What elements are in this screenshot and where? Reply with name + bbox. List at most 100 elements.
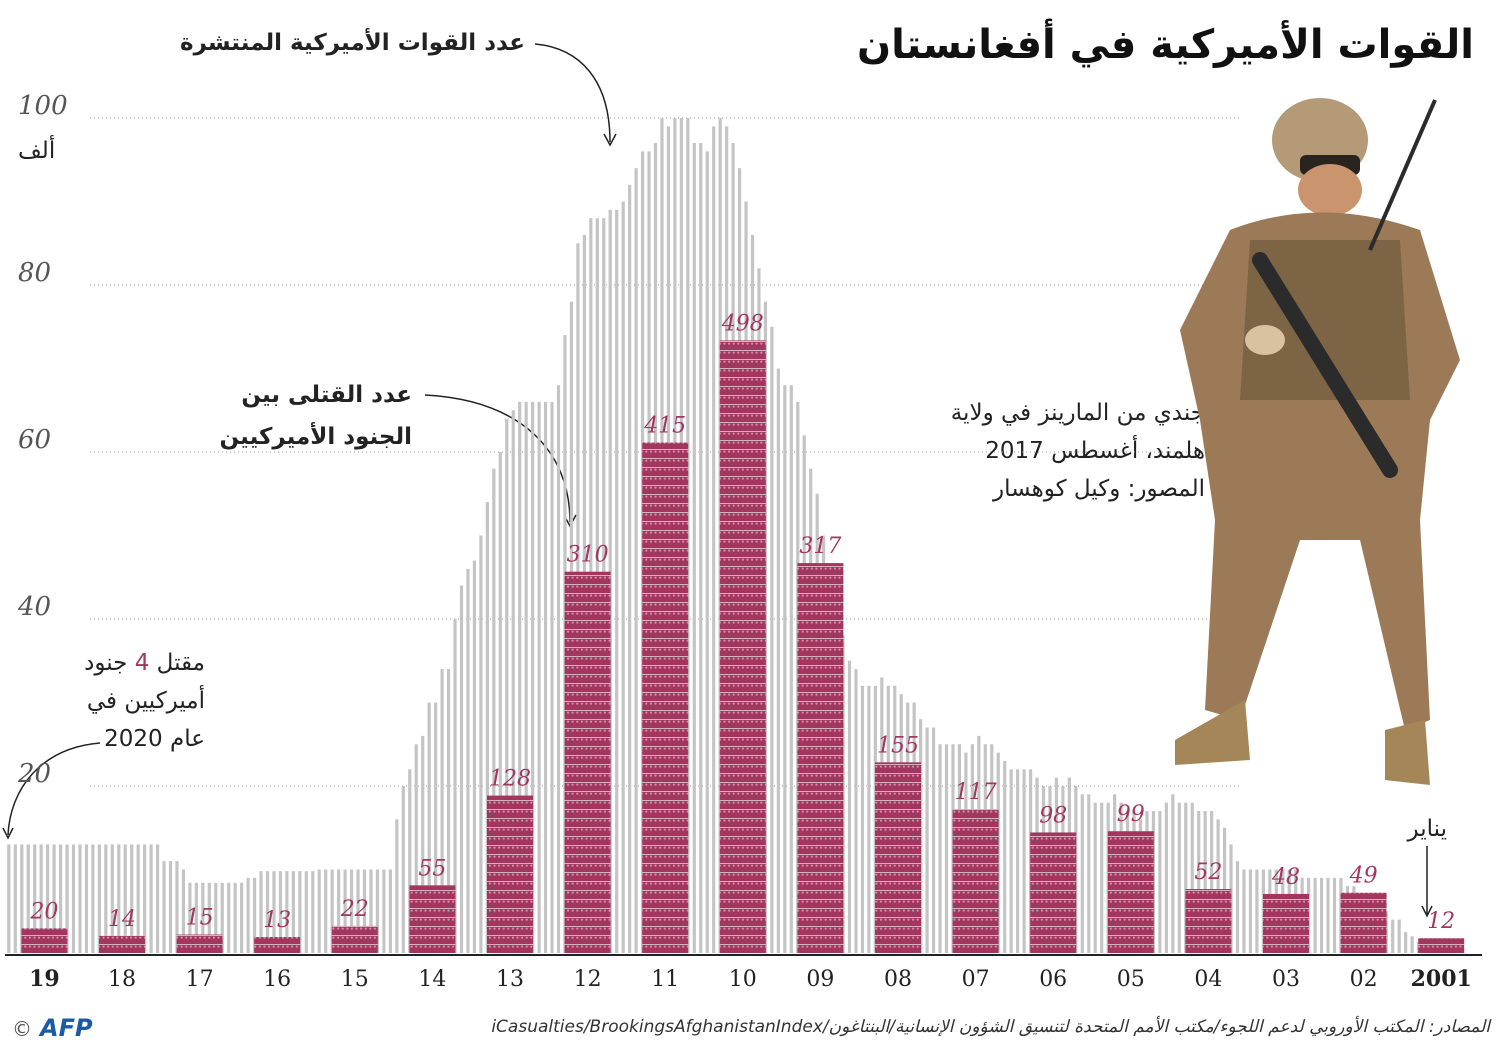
troop-bar [123,844,127,953]
deaths-block [952,809,999,953]
troop-bar [330,869,334,953]
troop-bar [1319,877,1324,953]
troop-bar [1203,811,1207,953]
deaths-block [254,937,301,953]
troop-bar [246,877,250,953]
troop-bar [188,882,192,953]
troop-bar [194,882,198,953]
troop-bar [227,882,231,953]
deaths-block [1263,893,1309,953]
troop-bar [446,669,451,953]
arrow [534,43,611,143]
deaths-block [99,935,145,953]
annotation-2020: أميركيين في [87,685,205,714]
troop-bar [776,368,780,953]
troop-bar [285,871,289,953]
troop-bar [1171,794,1175,953]
troop-bar [712,126,716,954]
troop-bar [1164,802,1168,953]
troop-bar [944,744,949,953]
troop-bar [414,744,418,953]
troop-bar [375,869,380,953]
x-tick-label: 13 [496,967,524,992]
troop-bar [621,201,625,953]
photo-caption: هلمند، أغسطس 2017 [985,435,1205,464]
troop-bar [847,660,852,953]
x-tick-label: 03 [1272,967,1300,992]
troop-bar [427,702,431,953]
troop-bar [304,871,308,953]
x-tick-label: 17 [186,967,214,992]
data-label: 415 [643,414,686,439]
troop-bar [1100,802,1104,953]
soldier-photo [1175,98,1460,785]
troops-label: عدد القوات الأميركية المنتشرة [180,27,525,56]
troop-bar [524,401,528,953]
arrow [1421,846,1433,918]
troop-bar [1022,769,1026,953]
troop-bar [168,861,173,953]
x-tick-label: 2001 [1411,966,1472,992]
arrow-head [603,133,617,147]
troop-bar [1080,794,1084,953]
troop-bar [459,585,464,953]
troop-bar [421,735,425,953]
data-label: 98 [1039,803,1067,828]
troop-bar [1093,802,1097,953]
troop-bar [1235,861,1240,953]
troop-bar [705,151,709,953]
troop-bar [699,143,703,954]
troop-bar [259,871,263,953]
x-tick-label: 15 [341,967,369,992]
troop-bar [388,869,392,953]
data-label: 155 [877,733,919,758]
troop-bar [84,844,89,953]
y-tick-label: 100 [18,91,68,121]
data-label: 99 [1117,802,1145,827]
troop-bar [117,844,121,953]
troop-bar [291,871,295,953]
data-label: 14 [108,907,136,932]
troop-bar [860,685,865,953]
troop-bar [220,882,224,953]
x-tick-label: 05 [1117,967,1145,992]
troop-bar [938,744,942,953]
deaths-block [331,925,378,953]
deaths-block [564,571,611,953]
troop-bar [252,877,257,953]
troop-bar [272,871,276,953]
troop-bar [26,844,30,953]
troop-bar [143,844,147,953]
data-label: 55 [418,856,446,881]
troop-bar [181,869,186,953]
annotation-2020: مقتل 4 جنود [84,650,205,676]
troop-bar [71,844,76,953]
troop-bar [1332,877,1337,953]
troop-bar [931,727,936,953]
x-tick-label: 09 [806,967,834,992]
troop-bar [265,871,270,953]
troop-bar [634,168,638,954]
copyright: © [12,1017,32,1041]
annotation-text: جنود [84,650,127,676]
troop-bar [1391,919,1395,953]
data-label: 128 [489,767,531,792]
data-label: 310 [567,543,609,568]
january-label: يناير [1407,816,1447,842]
troop-bar [783,385,787,953]
troop-bar [136,844,140,953]
troop-bar [97,844,101,953]
troop-bar [110,844,114,953]
troop-bar [466,568,470,953]
troop-bar [214,882,218,953]
troop-bar [130,844,134,953]
troop-bar [317,869,321,953]
chart-title: القوات الأميركية في أفغانستان [857,18,1474,68]
deaths-block [487,795,533,953]
x-tick-label: 06 [1039,967,1067,992]
troop-bar [1190,802,1194,953]
x-tick-label: 10 [729,967,757,992]
y-tick-label: 40 [17,592,51,622]
source: المصادر: المكتب الأوروبي لدعم اللجوء/مكت… [491,1015,1492,1037]
troop-bar [1326,877,1330,953]
